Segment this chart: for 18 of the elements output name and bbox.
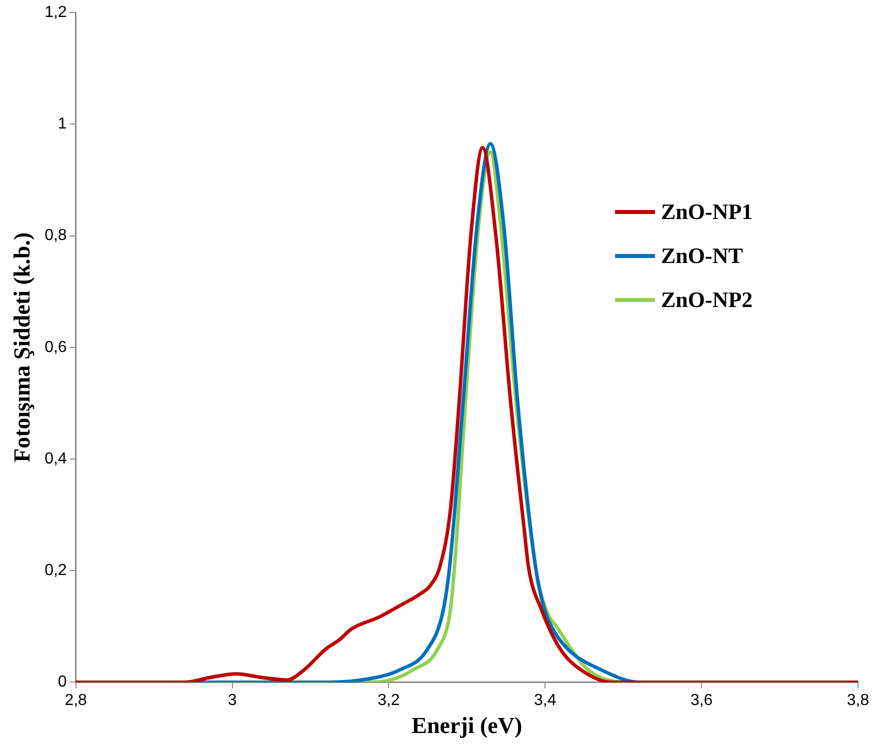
y-tick-label: 0,2: [44, 562, 67, 580]
x-tick-label: 3,6: [690, 692, 713, 710]
x-tick-label: 3,2: [378, 692, 400, 710]
y-tick-label: 1: [58, 116, 67, 133]
y-axis-title: Fotoışıma Şiddeti (k.b.): [10, 232, 35, 462]
x-tick-label: 3,4: [534, 692, 556, 710]
x-tick-label: 3: [228, 692, 237, 710]
y-tick-label: 0: [58, 674, 67, 691]
legend-label: ZnO-NT: [661, 243, 743, 269]
y-tick-label: 0,6: [44, 338, 67, 356]
x-tick-label: 2,8: [64, 692, 88, 710]
x-tick-label: 3,8: [846, 692, 870, 710]
y-tick-label: 0,4: [44, 450, 67, 468]
legend-label: ZnO-NP2: [661, 287, 753, 313]
legend-label: ZnO-NP1: [661, 199, 753, 225]
y-tick-label: 0,8: [44, 227, 67, 244]
y-tick-label: 1,2: [44, 4, 67, 22]
x-axis-title: Enerji (eV): [412, 713, 522, 738]
